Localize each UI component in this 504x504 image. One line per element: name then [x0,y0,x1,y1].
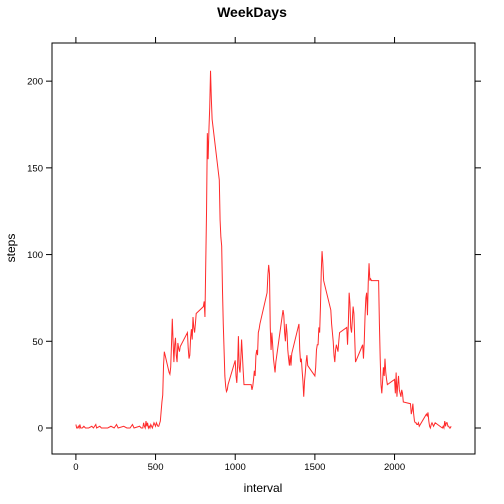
y-tick-label: 0 [38,423,43,434]
x-tick-label: 0 [73,462,78,473]
y-tick-label: 150 [27,163,43,174]
plot-frame [51,42,476,455]
axis-tick-labels: 0 500 1000 1500 2000 0 50 100 150 200 [27,77,405,473]
x-tick-label: 2000 [384,462,405,473]
axis-ticks [46,37,481,460]
y-tick-label: 100 [27,250,43,261]
y-axis-label: steps [4,234,18,263]
x-tick-label: 500 [148,462,164,473]
x-tick-label: 1000 [225,462,246,473]
steps-series-line [75,70,452,430]
chart-title: WeekDays [217,4,287,20]
y-tick-label: 200 [27,77,43,88]
x-axis-label: interval [244,481,283,495]
x-tick-label: 1500 [304,462,325,473]
y-tick-label: 50 [32,337,43,348]
